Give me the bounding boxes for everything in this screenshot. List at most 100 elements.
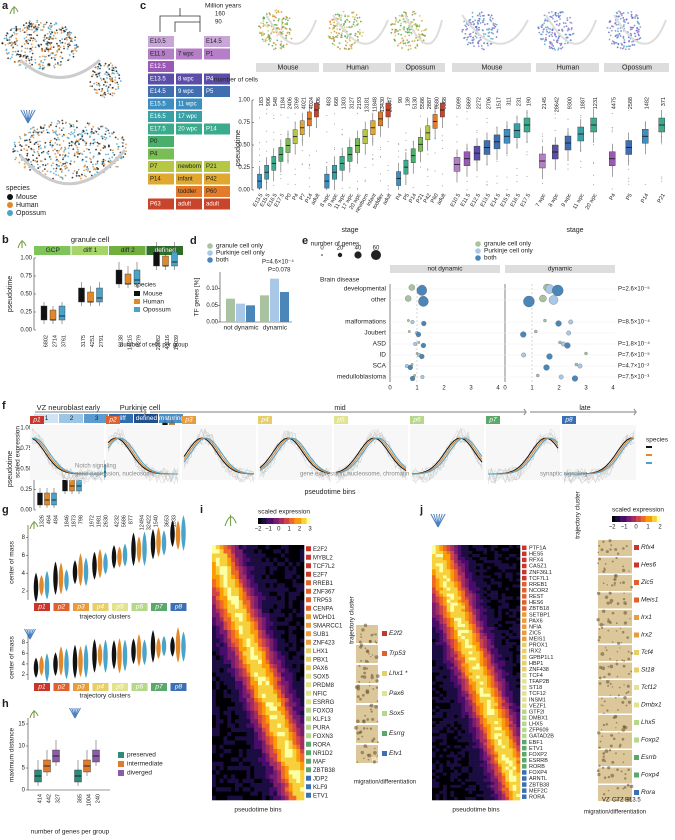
- cell-dot: [550, 11, 553, 13]
- heat-cell: [269, 570, 274, 576]
- cell-dot: [543, 40, 546, 43]
- cell-dot: [52, 34, 55, 37]
- heat-cell: [450, 560, 455, 564]
- outlier: [476, 130, 478, 132]
- bar: [270, 278, 279, 322]
- cell-dot: [72, 172, 75, 175]
- cell-dot: [68, 31, 71, 34]
- heat-cell: [246, 744, 251, 750]
- heat-cell: [454, 569, 458, 573]
- heat-cell: [235, 766, 240, 771]
- cell-dot: [99, 94, 102, 97]
- cell-dot: [50, 57, 53, 59]
- label: 160: [215, 12, 226, 18]
- label: Opossum: [622, 64, 652, 71]
- cell-dot: [54, 63, 57, 66]
- cell-dot: [26, 152, 29, 155]
- cell-dot: [561, 46, 564, 49]
- cell-dot: [466, 38, 468, 41]
- heat-cell: [231, 787, 236, 792]
- heat-cell: [465, 560, 469, 564]
- cell-dot: [59, 42, 62, 44]
- heat-cell: [219, 549, 224, 554]
- outlier: [580, 166, 582, 168]
- heat-cell: [250, 566, 255, 571]
- heat-cell: [292, 706, 297, 712]
- heat-cell: [261, 621, 266, 627]
- cell-dot: [96, 67, 99, 70]
- heat-cell: [288, 791, 293, 797]
- cell-dot: [622, 16, 625, 19]
- cell-dot: [634, 15, 637, 18]
- cluster-tag: [106, 416, 120, 424]
- outlier: [661, 104, 663, 106]
- heat-cell: [454, 566, 458, 570]
- outlier: [420, 105, 421, 107]
- heat-cell: [235, 566, 240, 571]
- y-tick-label: 1.00: [238, 98, 250, 104]
- panel-label: j: [419, 504, 423, 516]
- cell-dot: [619, 35, 622, 37]
- row-label: SCA: [373, 363, 387, 370]
- heat-cell: [250, 740, 255, 746]
- heat-cell: [465, 578, 469, 582]
- heat-cell: [254, 647, 259, 652]
- colorbar-cell: [655, 516, 658, 522]
- cell-dot: [405, 44, 407, 47]
- count-label: 1981: [96, 515, 102, 527]
- heat-cell: [292, 668, 297, 673]
- cell-dot: [398, 19, 401, 22]
- heat-cell: [284, 566, 289, 571]
- cell-dot: [570, 28, 573, 31]
- outlier: [628, 183, 630, 185]
- heat-cell: [277, 659, 282, 665]
- outlier: [486, 118, 488, 120]
- cell-dot: [50, 22, 52, 25]
- cell-dot: [26, 33, 29, 36]
- cell-dot: [339, 48, 341, 50]
- heat-cell: [215, 634, 220, 639]
- label: defined: [136, 415, 158, 422]
- heat-cell: [296, 706, 301, 712]
- cell-dot: [424, 34, 426, 37]
- cell-dot: [620, 42, 623, 45]
- violin: [78, 646, 83, 678]
- cell-dot: [117, 138, 119, 141]
- heat-cell: [277, 562, 282, 567]
- label: Mouse: [16, 194, 37, 201]
- cell-dot: [30, 33, 32, 36]
- colorbar-cell: [264, 518, 267, 524]
- heat-cell: [258, 583, 263, 588]
- label: number of genes per group: [31, 829, 110, 836]
- cell-dot: [623, 24, 625, 26]
- image-speck: [375, 679, 379, 683]
- heat-cell: [215, 676, 220, 682]
- heat-cell: [219, 715, 224, 720]
- heat-cell: [265, 600, 270, 605]
- cell-dot: [28, 59, 31, 62]
- heat-cell: [288, 740, 293, 746]
- heat-cell: [227, 693, 232, 699]
- heat-cell: [292, 689, 297, 695]
- heat-cell: [223, 549, 228, 554]
- cell-dot: [96, 83, 98, 86]
- cell-dot: [552, 45, 555, 47]
- cell-dot: [349, 26, 352, 29]
- cell-dot: [64, 162, 66, 165]
- cell-dot: [116, 72, 119, 75]
- label: p4: [96, 604, 105, 611]
- heat-cell: [231, 749, 236, 754]
- cell-dot: [111, 66, 114, 69]
- cell-dot: [37, 152, 40, 155]
- heat-cell: [281, 795, 286, 801]
- cell-dot: [282, 26, 285, 28]
- heat-cell: [238, 651, 243, 656]
- heat-cell: [254, 651, 259, 656]
- gene-trace: [107, 431, 179, 484]
- heat-cell: [219, 757, 224, 763]
- heat-cell: [281, 685, 286, 690]
- cell-dot: [402, 39, 405, 42]
- heat-cell: [219, 753, 224, 758]
- heat-cell: [277, 706, 282, 712]
- count-label: 2714: [52, 335, 58, 347]
